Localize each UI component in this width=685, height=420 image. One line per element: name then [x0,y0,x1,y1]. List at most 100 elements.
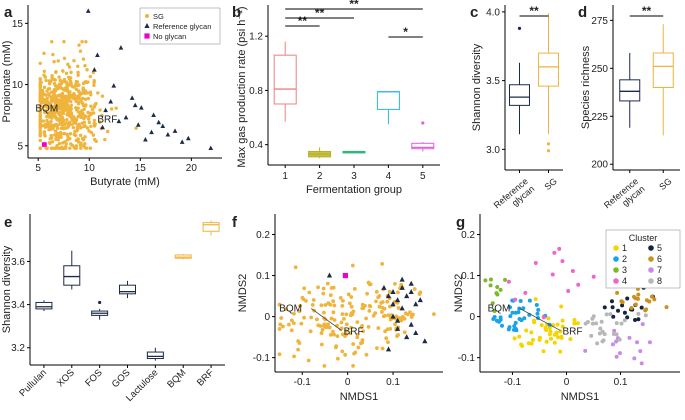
a-xtick-label: 15 [135,163,147,174]
a-sg-point [134,126,138,130]
a-sg-point [57,112,62,116]
f-sg-point [395,334,399,338]
a-ref-point [149,129,154,135]
a-sg-point [38,133,42,137]
f-sg-point [374,299,378,304]
a-ytick-label: 15 [12,19,24,30]
b-xtick-label: 1 [282,171,288,182]
f-sg-point [417,292,422,296]
g-ytick-label: 0 [469,312,475,323]
a-legend-marker [144,23,150,28]
e-box [35,301,53,310]
a-sg-point [42,110,47,115]
g-cluster-8-point [600,329,605,334]
a-sg-point [76,73,80,77]
g-cluster-5-point [625,315,630,320]
a-sg-point [42,85,47,90]
a-sg-point [74,87,79,92]
f-sg-point [360,306,365,311]
g-legend-marker [613,267,619,273]
f-sg-point [335,334,340,339]
f-ref-point [413,301,419,307]
a-sg-point [66,62,70,67]
panel-f: -0.1 0 0.1 0.2 -0.1 0 0.1 NMDS1 NMDS2 BQM BRF [237,214,443,403]
a-sg-point [60,121,64,126]
f-ytick-label: 0.2 [256,230,270,241]
a-sg-point [51,52,55,57]
c-box [509,84,530,106]
a-sg-point [83,124,87,128]
e-outlier [98,300,102,305]
f-sg-point [284,307,288,312]
f-sg-point [348,331,353,336]
f-sg-point [331,310,336,315]
a-sg-point [60,107,64,112]
f-ref-point [385,293,392,299]
a-sg-point [49,119,53,124]
e-box [146,351,164,360]
c-ytick-label: 4.0 [486,7,500,18]
f-sg-point [387,289,392,294]
g-cluster-4-point [566,288,571,293]
g-cluster-5-point [609,299,614,304]
a-sg-point [51,124,56,129]
g-cluster-7-point [617,351,622,356]
a-sg-point [42,69,47,74]
a-sg-point [68,114,72,118]
f-ref-point [381,284,387,290]
panel-letter-c: c [470,4,478,21]
g-cluster-7-point [627,335,632,340]
a-sg-point [48,94,52,98]
g-cluster-7-point [614,354,619,359]
g-cluster-7-point [610,342,615,347]
a-ref-point [129,95,135,100]
f-ref-point [399,284,405,290]
f-sg-point [344,312,349,317]
g-cluster-8-point [589,333,594,338]
a-sg-point [72,145,76,149]
a-sg-point [100,113,104,118]
b-sig-label: * [403,25,408,39]
a-sg-point [78,49,83,53]
a-sg-point [52,81,57,86]
f-sg-point [326,322,330,327]
f-sg-point [296,347,300,352]
f-sg-point [316,285,320,290]
a-sg-point [77,43,81,47]
a-sg-point [91,70,95,75]
a-sg-point [79,141,83,145]
g-cluster-4-point [591,274,596,279]
f-sg-point [376,326,381,330]
a-sg-point [75,129,79,133]
f-sg-point [304,298,308,303]
f-sg-point [328,332,333,337]
f-annotation: BQM [279,303,302,314]
f-sg-point [350,263,355,268]
e-xtick-label: GOS [110,367,133,390]
g-cluster-4-point [506,279,511,284]
a-sg-point [66,90,70,94]
a-sg-point [93,122,97,127]
g-cluster-5-point [625,296,630,301]
g-legend-label: 2 [622,254,627,264]
panel-g: -0.1 0 0.1 0.2 -0.1 0 0.1 NMDS1 NMDS2 BQM BRF Clust… [453,214,681,403]
a-sg-point [44,78,48,83]
a-sg-point [38,93,42,97]
f-sg-point [296,339,300,344]
g-cluster-2-point [508,314,513,319]
d-xtick-label: Referenceglycan [602,176,647,218]
a-sg-point [92,137,97,142]
a-sg-point [85,126,90,130]
f-ref-point [326,272,333,278]
g-cluster-1-point [552,340,557,345]
f-sg-point [402,330,407,335]
b-sig-label: ** [349,0,359,11]
a-sg-point [54,134,59,139]
a-sg-point [53,114,57,118]
g-xtick-label: 0 [564,377,570,388]
f-xtick-label: -0.1 [294,377,312,388]
f-sg-point [361,329,366,334]
a-sg-point [80,109,84,113]
a-ytick-label: 5 [17,141,23,152]
